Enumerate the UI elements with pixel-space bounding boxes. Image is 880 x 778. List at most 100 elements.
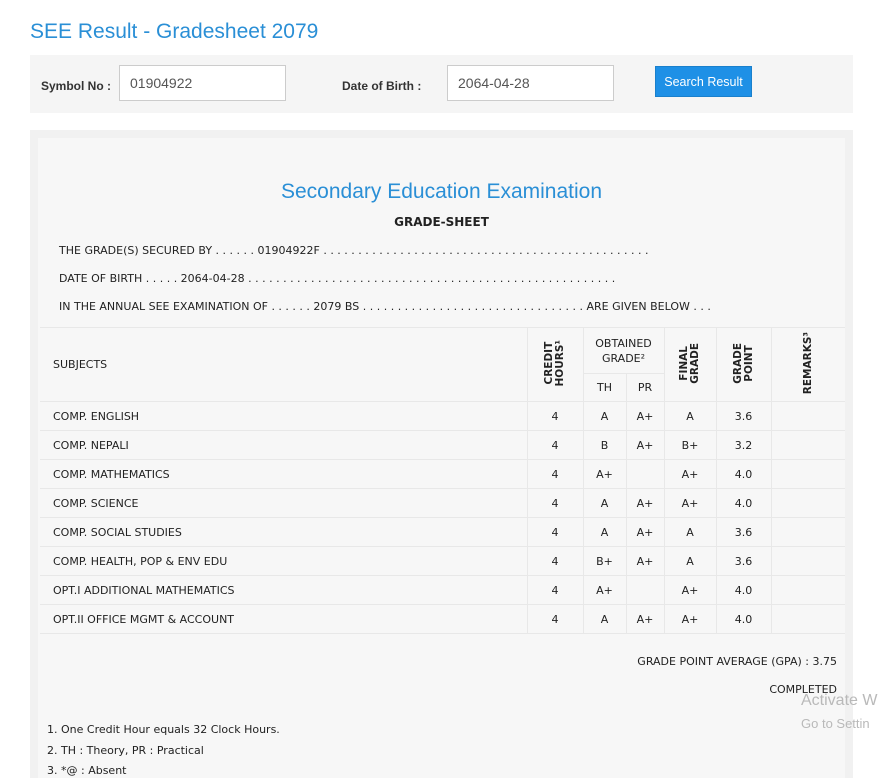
activate-windows-watermark: Activate W xyxy=(801,692,878,709)
gpa-line: GRADE POINT AVERAGE (GPA) : 3.75 xyxy=(637,655,837,668)
row-credit-hours: 4 xyxy=(526,546,584,576)
row-pr-grade: A+ xyxy=(625,488,665,518)
subjects-header: SUBJECTS xyxy=(40,327,528,402)
grade-rows: COMP. ENGLISH 4 A A+ A 3.6 COMP. NEPALI 4 B A+ B+ 3… xyxy=(40,401,845,634)
table-subheader-row: TH PR xyxy=(40,373,845,402)
row-pr-grade xyxy=(625,575,665,605)
row-remarks xyxy=(770,517,845,547)
table-header-row: SUBJECTS CREDIT HOURS¹ OBTAINED GRADE² F… xyxy=(40,327,845,402)
row-remarks xyxy=(770,546,845,576)
row-grade-point: 4.0 xyxy=(715,604,772,634)
table-row: COMP. NEPALI 4 B A+ B+ 3.2 xyxy=(40,430,845,460)
row-credit-hours: 4 xyxy=(526,575,584,605)
row-final-grade: B+ xyxy=(663,430,717,460)
row-credit-hours: 4 xyxy=(526,488,584,518)
table-row: COMP. HEALTH, POP & ENV EDU 4 B+ A+ A 3.6 xyxy=(40,546,845,576)
row-final-grade: A+ xyxy=(663,488,717,518)
th-header: TH xyxy=(582,373,627,402)
final-grade-header: FINAL GRADE xyxy=(663,327,717,402)
row-pr-grade: A+ xyxy=(625,430,665,460)
dob-input[interactable] xyxy=(447,65,614,101)
credit-hours-header: CREDIT HOURS¹ xyxy=(526,327,584,402)
table-row: COMP. SCIENCE 4 A A+ A+ 4.0 xyxy=(40,488,845,518)
row-remarks xyxy=(770,401,845,431)
table-row: COMP. SOCIAL STUDIES 4 A A+ A 3.6 xyxy=(40,517,845,547)
table-row: COMP. ENGLISH 4 A A+ A 3.6 xyxy=(40,401,845,431)
row-grade-point: 4.0 xyxy=(715,575,772,605)
row-subject: OPT.II OFFICE MGMT & ACCOUNT xyxy=(40,604,528,634)
row-final-grade: A+ xyxy=(663,575,717,605)
row-subject: COMP. SCIENCE xyxy=(40,488,528,518)
pr-header: PR xyxy=(625,373,665,402)
grade-point-header: GRADE POINT xyxy=(715,327,772,402)
row-credit-hours: 4 xyxy=(526,430,584,460)
row-subject: COMP. SOCIAL STUDIES xyxy=(40,517,528,547)
gradesheet: Secondary Education Examination GRADE-SH… xyxy=(38,138,845,778)
row-final-grade: A+ xyxy=(663,604,717,634)
row-subject: OPT.I ADDITIONAL MATHEMATICS xyxy=(40,575,528,605)
search-result-button[interactable]: Search Result xyxy=(655,66,752,97)
row-pr-grade: A+ xyxy=(625,546,665,576)
result-status: COMPLETED xyxy=(769,683,837,696)
row-grade-point: 3.6 xyxy=(715,546,772,576)
row-remarks xyxy=(770,604,845,634)
row-subject: COMP. ENGLISH xyxy=(40,401,528,431)
row-subject: COMP. NEPALI xyxy=(40,430,528,460)
row-credit-hours: 4 xyxy=(526,459,584,489)
secured-by-line: THE GRADE(S) SECURED BY . . . . . . 0190… xyxy=(59,244,649,257)
exam-line: IN THE ANNUAL SEE EXAMINATION OF . . . .… xyxy=(59,300,711,313)
row-pr-grade: A+ xyxy=(625,517,665,547)
row-th-grade: B xyxy=(582,430,627,460)
symbol-no-label: Symbol No : xyxy=(41,79,112,93)
table-row: OPT.I ADDITIONAL MATHEMATICS 4 A+ A+ 4.0 xyxy=(40,575,845,605)
row-grade-point: 3.6 xyxy=(715,517,772,547)
note-credit-hours: 1. One Credit Hour equals 32 Clock Hours… xyxy=(47,723,280,736)
search-form: Symbol No : Date of Birth : Search Resul… xyxy=(30,55,853,113)
note-absent: 3. *@ : Absent xyxy=(47,764,127,777)
obtained-grade-header: OBTAINED GRADE² xyxy=(582,327,665,374)
row-grade-point: 4.0 xyxy=(715,459,772,489)
row-th-grade: A+ xyxy=(582,459,627,489)
row-remarks xyxy=(770,430,845,460)
credit-hours-header-text: CREDIT HOURS¹ xyxy=(543,339,566,387)
row-grade-point: 4.0 xyxy=(715,488,772,518)
gradesheet-title: GRADE-SHEET xyxy=(394,215,489,229)
exam-title: Secondary Education Examination xyxy=(280,180,603,203)
row-grade-point: 3.6 xyxy=(715,401,772,431)
page-title: SEE Result - Gradesheet 2079 xyxy=(30,20,319,43)
dob-label: Date of Birth : xyxy=(342,79,422,93)
table-row: OPT.II OFFICE MGMT & ACCOUNT 4 A A+ A+ 4.0 xyxy=(40,604,845,634)
remarks-header-text: REMARKS³ xyxy=(801,331,814,395)
row-credit-hours: 4 xyxy=(526,517,584,547)
row-pr-grade: A+ xyxy=(625,604,665,634)
table-row: COMP. MATHEMATICS 4 A+ A+ 4.0 xyxy=(40,459,845,489)
row-final-grade: A xyxy=(663,401,717,431)
row-remarks xyxy=(770,488,845,518)
row-th-grade: A xyxy=(582,488,627,518)
row-subject: COMP. HEALTH, POP & ENV EDU xyxy=(40,546,528,576)
row-remarks xyxy=(770,459,845,489)
note-theory-practical: 2. TH : Theory, PR : Practical xyxy=(47,744,204,757)
row-final-grade: A+ xyxy=(663,459,717,489)
row-credit-hours: 4 xyxy=(526,401,584,431)
row-final-grade: A xyxy=(663,546,717,576)
activate-windows-settings-hint: Go to Settin xyxy=(801,716,870,731)
row-pr-grade xyxy=(625,459,665,489)
row-th-grade: A+ xyxy=(582,575,627,605)
row-credit-hours: 4 xyxy=(526,604,584,634)
gradesheet-panel: Secondary Education Examination GRADE-SH… xyxy=(30,130,853,778)
grade-table: SUBJECTS CREDIT HOURS¹ OBTAINED GRADE² F… xyxy=(40,327,845,634)
row-th-grade: A xyxy=(582,604,627,634)
dob-line: DATE OF BIRTH . . . . . 2064-04-28 . . .… xyxy=(59,272,616,285)
symbol-no-input[interactable] xyxy=(119,65,286,101)
row-th-grade: B+ xyxy=(582,546,627,576)
row-grade-point: 3.2 xyxy=(715,430,772,460)
row-pr-grade: A+ xyxy=(625,401,665,431)
row-th-grade: A xyxy=(582,517,627,547)
row-remarks xyxy=(770,575,845,605)
final-grade-header-text: FINAL GRADE xyxy=(678,342,701,384)
row-th-grade: A xyxy=(582,401,627,431)
row-subject: COMP. MATHEMATICS xyxy=(40,459,528,489)
row-final-grade: A xyxy=(663,517,717,547)
remarks-header: REMARKS³ xyxy=(770,327,845,402)
